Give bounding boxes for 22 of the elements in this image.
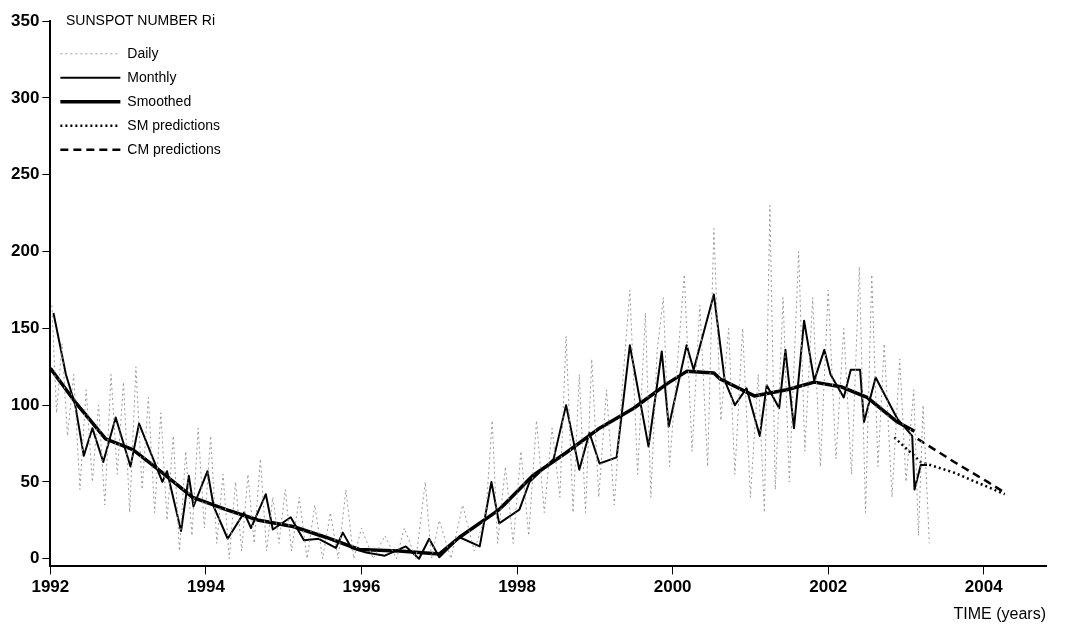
x-tick-label: 2002: [809, 577, 848, 597]
legend-label: CM predictions: [127, 140, 221, 157]
x-tick-label: 1992: [31, 577, 70, 597]
legend-label: Monthly: [127, 68, 177, 85]
y-tick-label: 50: [20, 471, 40, 491]
y-tick-label: 0: [29, 548, 40, 568]
y-tick-label: 150: [10, 318, 40, 338]
y-tick-label: 350: [10, 10, 40, 30]
y-tick-label: 250: [10, 164, 40, 184]
y-tick-label: 200: [10, 241, 40, 261]
x-tick-label: 2004: [964, 577, 1004, 597]
x-axis-title: TIME (years): [953, 604, 1046, 622]
legend-label: Daily: [127, 44, 159, 61]
x-tick-label: 2000: [653, 577, 692, 597]
x-tick-label: 1998: [498, 577, 536, 597]
y-tick-label: 300: [10, 87, 40, 107]
legend-title: SUNSPOT NUMBER Ri: [66, 11, 216, 28]
legend-label: Smoothed: [127, 92, 192, 109]
y-tick-label: 100: [10, 394, 40, 414]
x-tick-label: 1994: [187, 577, 226, 597]
legend-label: SM predictions: [127, 116, 220, 133]
x-tick-label: 1996: [342, 577, 381, 597]
